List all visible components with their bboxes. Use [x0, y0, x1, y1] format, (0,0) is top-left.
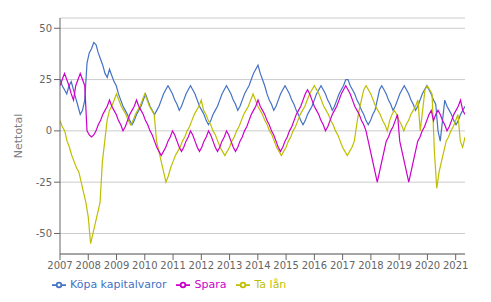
- svg-text:Nettotal: Nettotal: [12, 114, 25, 158]
- svg-text:2013: 2013: [217, 260, 242, 271]
- svg-text:2014: 2014: [245, 260, 270, 271]
- svg-text:2008: 2008: [76, 260, 101, 271]
- svg-text:2020: 2020: [415, 260, 440, 271]
- svg-text:-25: -25: [36, 177, 52, 188]
- svg-text:2011: 2011: [160, 260, 185, 271]
- svg-text:2016: 2016: [302, 260, 327, 271]
- html-text:Köpa kapitalvaror: Köpa kapitalvaror: [70, 278, 167, 291]
- svg-text:2015: 2015: [273, 260, 298, 271]
- svg-text:2012: 2012: [189, 260, 214, 271]
- html-text:Ta lån: Ta lån: [254, 278, 287, 291]
- svg-text:-50: -50: [36, 228, 52, 239]
- svg-text:2009: 2009: [104, 260, 129, 271]
- svg-text:2021: 2021: [443, 260, 468, 271]
- html-text:Spara: Spara: [194, 278, 227, 291]
- svg-text:2007: 2007: [47, 260, 72, 271]
- svg-text:50: 50: [39, 23, 52, 34]
- svg-text:2010: 2010: [132, 260, 157, 271]
- svg-text:2018: 2018: [358, 260, 383, 271]
- svg-text:0: 0: [46, 125, 52, 136]
- svg-text:25: 25: [39, 74, 52, 85]
- svg-text:2019: 2019: [386, 260, 411, 271]
- svg-text:2017: 2017: [330, 260, 355, 271]
